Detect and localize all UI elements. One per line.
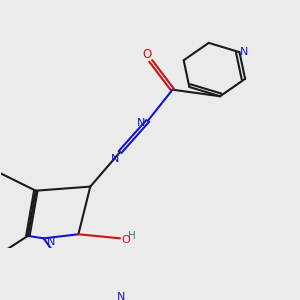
Text: N: N	[240, 47, 249, 57]
Text: H: H	[128, 231, 136, 241]
Text: N: N	[117, 292, 125, 300]
Text: O: O	[121, 235, 130, 245]
Text: N: N	[111, 154, 119, 164]
Text: N: N	[136, 118, 145, 128]
Text: N: N	[46, 238, 55, 248]
Text: O: O	[142, 48, 152, 61]
